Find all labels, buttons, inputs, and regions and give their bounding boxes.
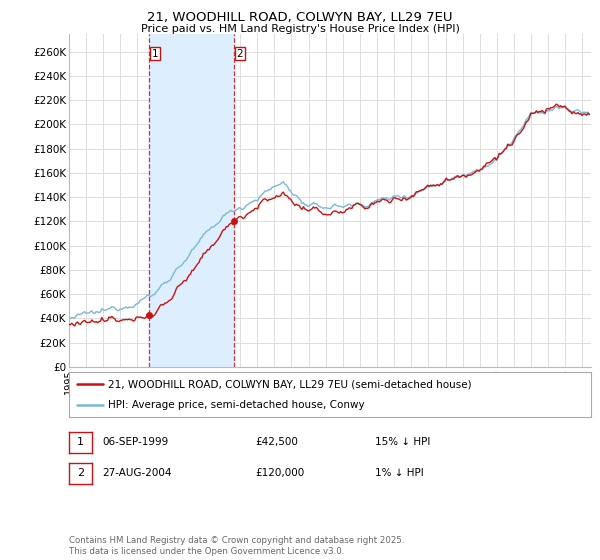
Text: £42,500: £42,500	[255, 437, 298, 447]
Text: £120,000: £120,000	[255, 468, 304, 478]
Text: Price paid vs. HM Land Registry's House Price Index (HPI): Price paid vs. HM Land Registry's House …	[140, 24, 460, 34]
Text: 06-SEP-1999: 06-SEP-1999	[102, 437, 168, 447]
Text: Contains HM Land Registry data © Crown copyright and database right 2025.
This d: Contains HM Land Registry data © Crown c…	[69, 536, 404, 556]
Text: 1: 1	[152, 49, 158, 59]
Text: 1: 1	[77, 437, 84, 447]
Text: 15% ↓ HPI: 15% ↓ HPI	[375, 437, 430, 447]
Bar	[149, 34, 234, 367]
Text: 21, WOODHILL ROAD, COLWYN BAY, LL29 7EU: 21, WOODHILL ROAD, COLWYN BAY, LL29 7EU	[147, 11, 453, 24]
Text: 2: 2	[77, 468, 84, 478]
Text: 2: 2	[237, 49, 244, 59]
Text: 21, WOODHILL ROAD, COLWYN BAY, LL29 7EU (semi-detached house): 21, WOODHILL ROAD, COLWYN BAY, LL29 7EU …	[108, 380, 472, 390]
Text: 1% ↓ HPI: 1% ↓ HPI	[375, 468, 424, 478]
Text: 27-AUG-2004: 27-AUG-2004	[102, 468, 172, 478]
Text: HPI: Average price, semi-detached house, Conwy: HPI: Average price, semi-detached house,…	[108, 400, 365, 410]
